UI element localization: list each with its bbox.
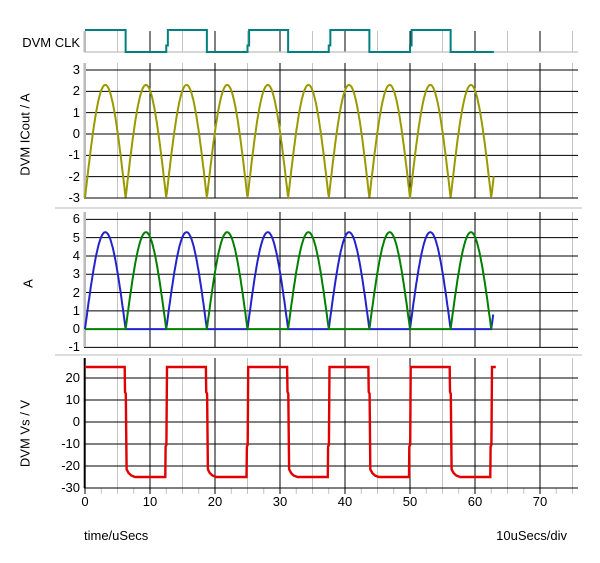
tick-label: 2 — [72, 284, 80, 300]
tick-label: -2 — [68, 168, 80, 184]
tick-label: 30 — [272, 494, 288, 509]
tick-label: 1 — [72, 104, 80, 120]
tick-label: 10 — [65, 392, 80, 407]
vs-axis-label: DVM Vs / V — [17, 399, 33, 468]
tick-label: 0 — [72, 126, 80, 141]
tick-label: 1 — [72, 302, 80, 318]
tick-label: 5 — [72, 229, 80, 245]
tick-label: -10 — [61, 436, 80, 451]
clock-trace-label: DVM CLK — [22, 35, 80, 50]
tick-label: 0 — [72, 321, 80, 337]
a-axis-label: A — [20, 279, 36, 288]
icout-axis-label: DVM ICout / A — [17, 93, 33, 176]
tick-label: 20 — [207, 494, 223, 509]
x-axis-title: time/uSecs — [84, 528, 149, 543]
tick-label: -30 — [61, 480, 80, 495]
tick-label: -20 — [61, 458, 80, 473]
tick-label: -1 — [68, 147, 80, 163]
tick-label: 0 — [81, 494, 89, 509]
tick-label: 60 — [467, 494, 483, 509]
tick-label: 0 — [72, 414, 80, 429]
tick-label: -1 — [68, 339, 80, 355]
tick-label: 4 — [72, 247, 80, 263]
tick-label: 10 — [142, 494, 158, 509]
tick-label: 70 — [532, 494, 548, 509]
tick-label: 3 — [72, 266, 80, 282]
tick-label: 2 — [72, 83, 80, 99]
tick-label: 50 — [402, 494, 418, 509]
tick-label: 6 — [72, 211, 80, 227]
tick-label: 3 — [72, 62, 80, 77]
tick-label: 20 — [65, 370, 80, 385]
tick-label: -3 — [68, 189, 80, 205]
scale-per-div-label: 10uSecs/div — [496, 528, 567, 543]
tick-label: 40 — [337, 494, 353, 509]
